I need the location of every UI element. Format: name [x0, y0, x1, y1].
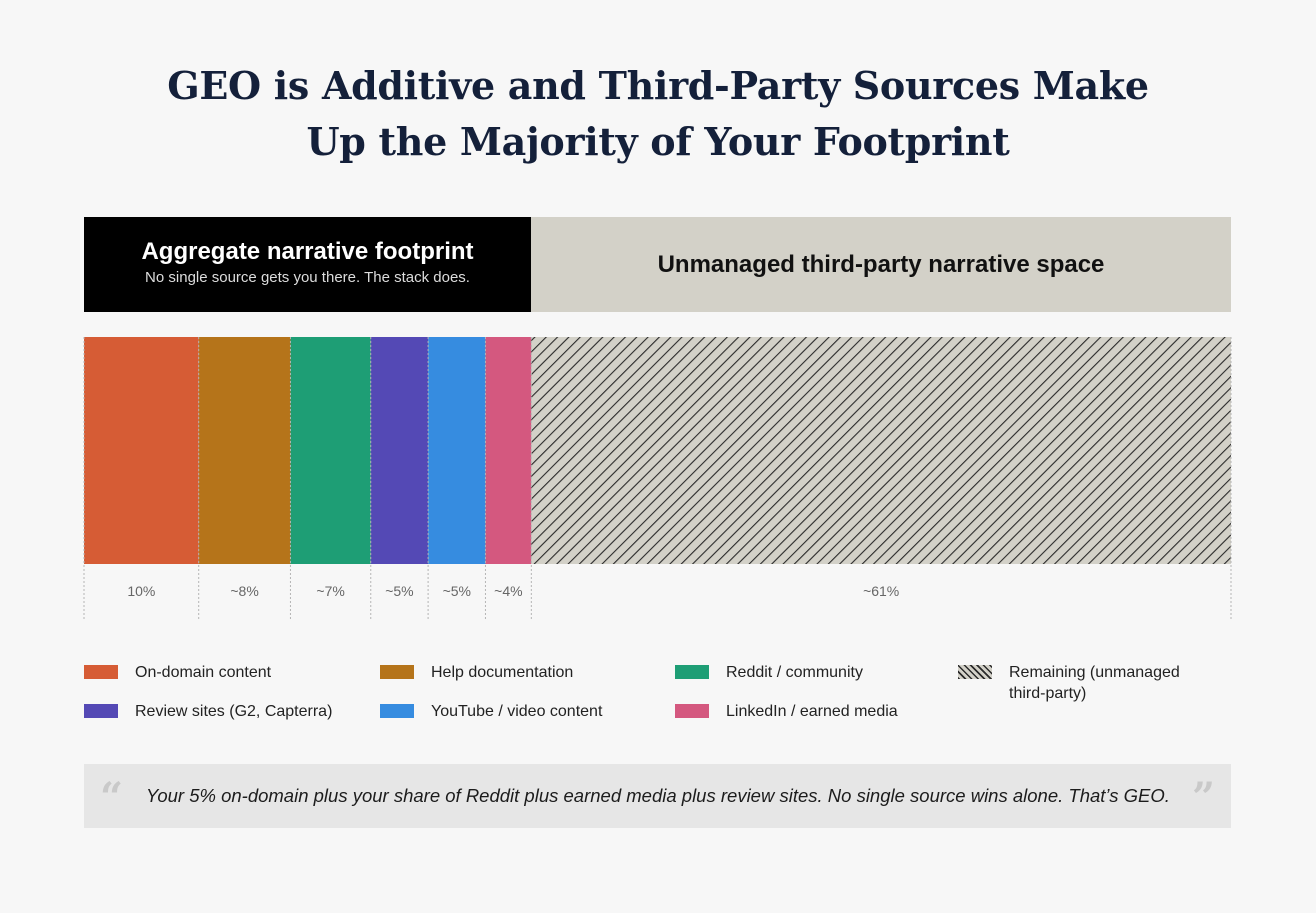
data-label: ~61%	[863, 583, 899, 599]
bar-segment-reddit-community	[290, 337, 371, 564]
unmanaged-space-heading: Unmanaged third-party narrative space	[657, 250, 1105, 278]
bar-segment-help-documentation	[198, 337, 291, 564]
data-label: ~5%	[443, 583, 471, 599]
quote-text: Your 5% on-domain plus your share of Red…	[146, 785, 1170, 806]
bar-segment-remaining-unmanaged-third-party	[531, 337, 1231, 564]
bar-segment-youtube-video-content	[428, 337, 486, 564]
data-label: 10%	[127, 583, 155, 599]
close-quote-icon: ”	[1192, 774, 1216, 821]
quote-callout: “ Your 5% on-domain plus your share of R…	[84, 764, 1231, 828]
bar-segment-on-domain-content	[84, 337, 199, 564]
aggregate-footprint-subheading: No single source gets you there. The sta…	[145, 269, 470, 286]
bar-segment-linkedin-earned-media	[485, 337, 532, 564]
data-label: ~8%	[230, 583, 258, 599]
open-quote-icon: “	[100, 774, 124, 821]
chart-title-line-2: Up the Majority of Your Footprint	[306, 119, 1010, 164]
chart-title: GEO is Additive and Third-Party Sources …	[0, 58, 1316, 170]
data-label: ~5%	[385, 583, 413, 599]
unmanaged-space-band: Unmanaged third-party narrative space	[531, 217, 1231, 312]
aggregate-footprint-band: Aggregate narrative footprint No single …	[84, 217, 531, 312]
chart-title-line-1: GEO is Additive and Third-Party Sources …	[167, 63, 1149, 108]
data-label: ~7%	[316, 583, 344, 599]
bar-segment-review-sites-g2-capterra	[370, 337, 429, 564]
aggregate-footprint-heading: Aggregate narrative footprint	[141, 238, 474, 265]
data-label: ~4%	[494, 583, 522, 599]
